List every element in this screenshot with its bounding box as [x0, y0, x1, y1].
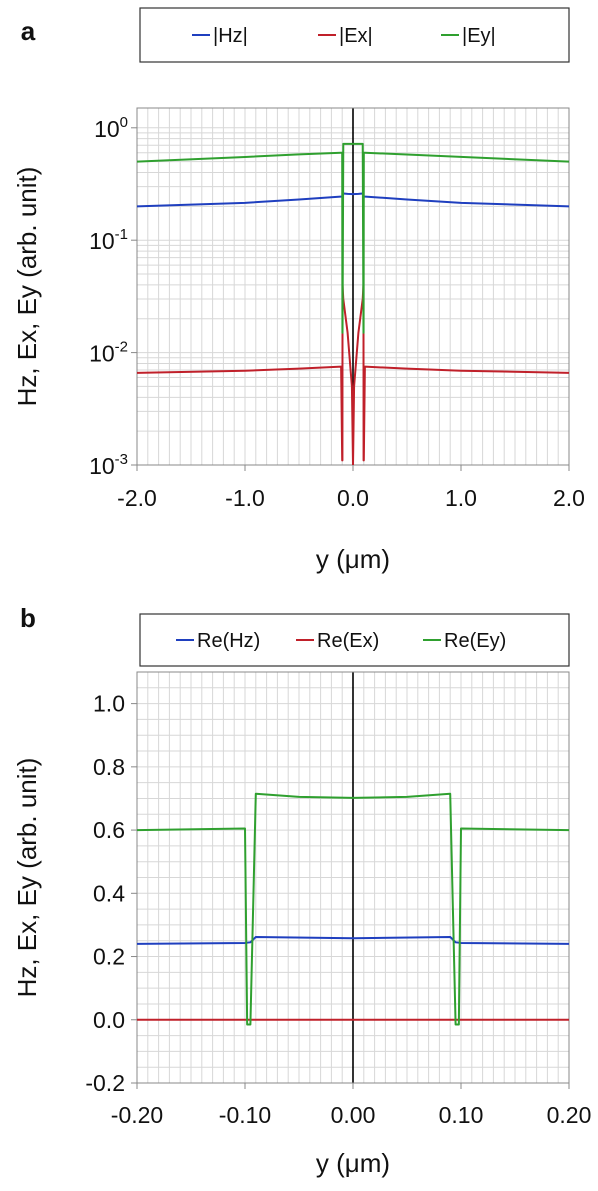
- y-axis-label: Hz, Ex, Ey (arb. unit): [12, 758, 42, 998]
- y-tick-label: 0.2: [93, 944, 125, 970]
- x-tick-label: 1.0: [445, 485, 477, 511]
- x-tick-label: -1.0: [225, 485, 265, 511]
- legend-label: |Hz|: [213, 25, 248, 47]
- y-tick-label: 0.4: [93, 880, 125, 906]
- series-group: [137, 792, 569, 1026]
- y-tick-label: 100: [94, 114, 128, 142]
- y-tick-label: 0.6: [93, 817, 125, 843]
- x-tick-label: 0.0: [337, 485, 369, 511]
- legend-box: [139, 7, 570, 63]
- legend-label: Re(Ex): [317, 630, 379, 652]
- y-axis-label: Hz, Ex, Ey (arb. unit): [12, 167, 42, 407]
- x-tick-label: 0.20: [547, 1102, 592, 1128]
- x-tick-label: -2.0: [117, 485, 157, 511]
- panel-label: b: [20, 603, 36, 633]
- y-tick-label: 0.8: [93, 754, 125, 780]
- x-tick-label: -0.20: [111, 1102, 163, 1128]
- legend-label: Re(Hz): [197, 630, 260, 652]
- y-tick-label: -0.2: [85, 1070, 125, 1096]
- chart-panel-b: b -0.20 -0.10 0.00 0.10 0.20 1.0 0.8 0.6 0.4 0.2 0.…: [12, 603, 591, 1178]
- y-tick-label: 10-1: [89, 226, 128, 254]
- x-tick-label: -0.10: [219, 1102, 271, 1128]
- legend-label: |Ey|: [462, 25, 496, 47]
- series-line-hz: [137, 192, 569, 208]
- x-axis-label: y (μm): [316, 544, 390, 574]
- legend-label: |Ex|: [339, 25, 373, 47]
- x-tick-label: 0.00: [331, 1102, 376, 1128]
- series-line-ex: [137, 283, 569, 465]
- series-line-ey: [137, 142, 569, 334]
- y-tick-label: 10-2: [89, 339, 128, 367]
- y-tick-label: 0.0: [93, 1007, 125, 1033]
- x-tick-label: 2.0: [553, 485, 585, 511]
- legend-label: Re(Ey): [444, 630, 506, 652]
- panel-label: a: [21, 16, 36, 46]
- chart-panel-a: a -2.0 -1.0 0.0 1.0 2.0 100 10-1 10-2 10-3 y (μm) H…: [12, 7, 585, 574]
- x-axis-label: y (μm): [316, 1148, 390, 1178]
- series-group: [137, 142, 569, 465]
- series-line-reey: [137, 792, 569, 1026]
- x-tick-label: 0.10: [439, 1102, 484, 1128]
- legend-box: [139, 613, 570, 667]
- y-tick-label: 10-3: [89, 451, 128, 479]
- y-tick-label: 1.0: [93, 691, 125, 717]
